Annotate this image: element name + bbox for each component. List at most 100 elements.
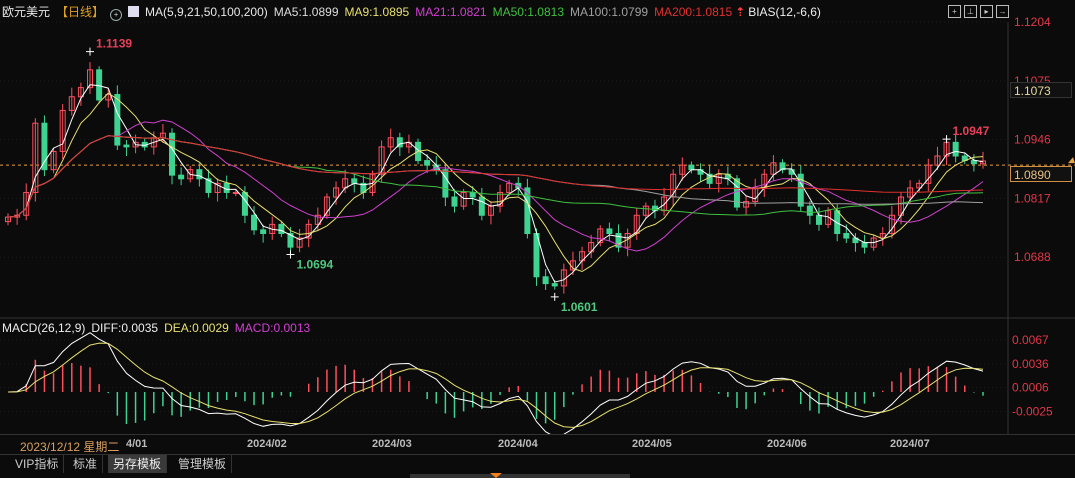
candle-up [333,187,340,198]
instrument-name: 欧元美元 [2,5,51,19]
candle-up [387,137,394,148]
candle-down [396,137,403,148]
candle-down [196,169,203,180]
candle-up [23,191,30,216]
ma-chart-icon[interactable] [128,6,140,17]
ma5-value: MA5:1.0899 [273,5,339,19]
tab-save-template[interactable]: 另存模板 [108,455,168,473]
macd-tick-label: 0.0036 [1012,357,1049,371]
current-price-marker-icon [1068,157,1075,164]
candle-down [178,174,185,180]
date-label: 2024/03 [372,438,412,450]
candle-up [715,173,722,184]
candle-up [980,160,986,165]
candle-down [861,242,868,248]
candle-down [114,93,121,146]
candle-up [32,122,39,193]
dea-value: DEA:0.0029 [164,321,229,335]
date-label: 2024/05 [632,438,672,450]
candle-up [825,210,832,225]
candle-up [50,150,57,171]
candle-up [214,182,221,193]
candle-down [779,162,786,171]
ma21-line [7,119,984,252]
ma5-line [7,84,984,283]
candle-up [305,223,312,239]
candle-up [77,87,84,98]
tab-standard[interactable]: 标准 [68,455,104,473]
ma200-value: MA200:1.0815 [654,5,733,19]
crosshair-icon[interactable]: + [948,5,961,18]
candle-down [41,122,48,171]
extreme-marker-icon [942,135,951,144]
date-axis: 2023/12/12 星期二 4/01 2024/02 2024/03 2024… [0,434,1075,455]
date-label: 4/01 [126,438,148,450]
candle-up [378,146,385,175]
arrow-up-icon[interactable]: ⇡ [735,5,746,19]
candlestick-chart[interactable]: 1.12041.10751.09461.08171.06880.00670.00… [0,0,1075,434]
candle-down [733,178,740,208]
macd-value: MACD:0.0013 [234,321,311,335]
candle-down [542,276,549,285]
extreme-price-label: 1.0694 [296,257,333,271]
candle-down [424,160,431,166]
ma21-value: MA21:1.0821 [415,5,487,19]
candle-down [205,178,212,193]
template-toolbar: VIP指标 标准 另存模板 管理模板 [0,454,1075,474]
play-icon[interactable]: ▸ [980,5,993,18]
candle-down [241,191,248,216]
settings-circle-icon[interactable]: + [110,9,123,21]
candle-down [478,196,485,216]
extreme-marker-icon [550,292,559,301]
candle-up [916,182,923,189]
candle-up [314,214,321,225]
exit-icon[interactable]: → [996,5,1009,18]
candle-up [232,191,239,194]
candle-down [278,223,285,234]
ma50-value: MA50:1.0813 [492,5,564,19]
candle-up [661,196,668,212]
chart-tools: + ⊥ ▸ → [948,3,1012,18]
scroll-marker-icon[interactable] [490,473,502,478]
ma9-line [7,92,984,273]
tab-vip-indicators[interactable]: VIP指标 [10,455,65,473]
candle-up [187,169,194,180]
dea-line [7,342,984,428]
candle-down [606,228,613,234]
extreme-marker-icon [286,250,295,259]
date-label: 2024/07 [890,438,930,450]
extreme-marker-icon [86,47,95,56]
cursor-date: 2023/12/12 星期二 [20,440,120,454]
candle-up [934,155,941,166]
candle-up [770,162,777,175]
price-tick-label: 1.0817 [1014,191,1051,205]
extreme-price-label: 1.1139 [96,37,132,51]
candle-down [952,141,959,157]
ma-label[interactable]: MA(5,9,21,50,100,200) [145,5,268,19]
period-selector[interactable]: 【日线】 [56,5,105,19]
candle-up [879,232,886,239]
candle-down [551,283,558,287]
candle-up [497,191,504,207]
bias-label[interactable]: BIAS(12,-6,6) [748,5,821,19]
candle-up [59,109,66,152]
current-price-box: 1.0890 [1010,166,1072,182]
extreme-price-label: 1.0601 [561,300,598,314]
macd-label[interactable]: MACD(26,12,9) [2,321,86,335]
date-label: 2024/04 [498,438,538,450]
candle-up [679,164,686,175]
macd-tick-label: 0.0006 [1012,380,1049,394]
price-tick-label: 1.0946 [1014,133,1051,147]
candle-down [815,214,822,225]
tab-manage-template[interactable]: 管理模板 [173,455,233,473]
ma100-value: MA100:1.0799 [570,5,649,19]
candle-down [169,132,176,176]
scrollbar[interactable] [410,474,630,478]
date-label: 2024/02 [247,438,287,450]
candle-down [223,182,230,193]
macd-tick-label: -0.0025 [1012,404,1053,418]
main-chart-header: 欧元美元 【日线】 + MA(5,9,21,50,100,200) MA5:1.0899… [2,3,827,21]
candle-up [597,228,604,244]
cursor-price-box: 1.1073 [1010,82,1072,98]
zoom-in-icon[interactable]: ⊥ [964,5,977,18]
